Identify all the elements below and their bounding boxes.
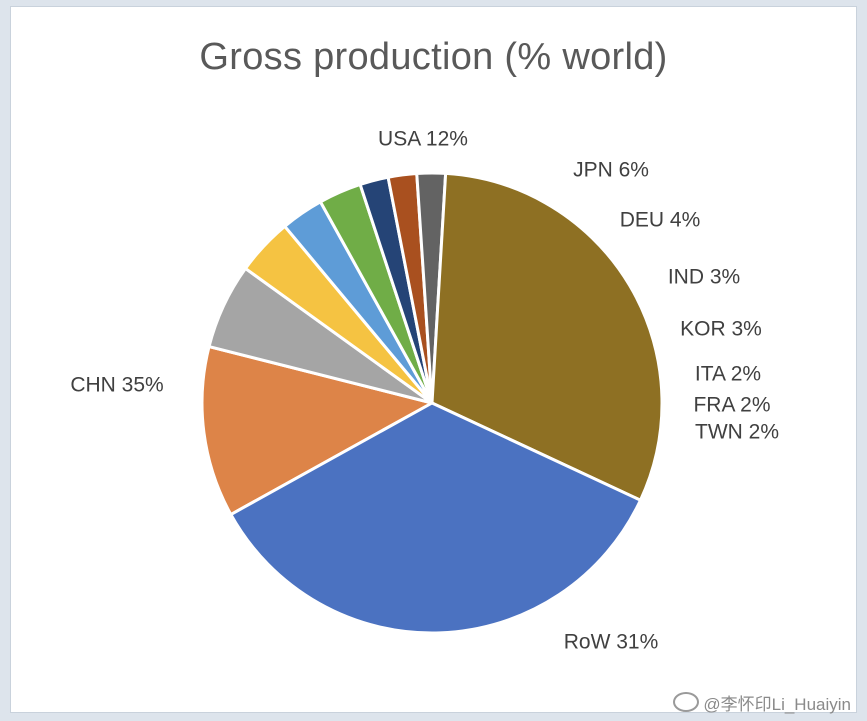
data-label-ind: IND 3% bbox=[668, 266, 740, 289]
chart-title: Gross production (% world) bbox=[199, 36, 668, 78]
watermark: @李怀印Li_Huaiyin bbox=[673, 690, 851, 715]
data-label-fra: FRA 2% bbox=[693, 394, 770, 417]
watermark-text: @李怀印Li_Huaiyin bbox=[703, 695, 851, 714]
data-label-deu: DEU 4% bbox=[620, 209, 701, 232]
pie-slice-chn bbox=[229, 401, 642, 635]
data-label-usa: USA 12% bbox=[378, 128, 468, 151]
weibo-icon bbox=[673, 692, 700, 712]
data-label-chn: CHN 35% bbox=[70, 374, 163, 397]
pie-slice-row bbox=[430, 171, 664, 502]
data-label-kor: KOR 3% bbox=[680, 318, 762, 341]
data-label-twn: TWN 2% bbox=[695, 421, 779, 444]
data-label-jpn: JPN 6% bbox=[573, 159, 649, 182]
data-label-row: RoW 31% bbox=[564, 631, 659, 654]
data-label-ita: ITA 2% bbox=[695, 363, 761, 386]
